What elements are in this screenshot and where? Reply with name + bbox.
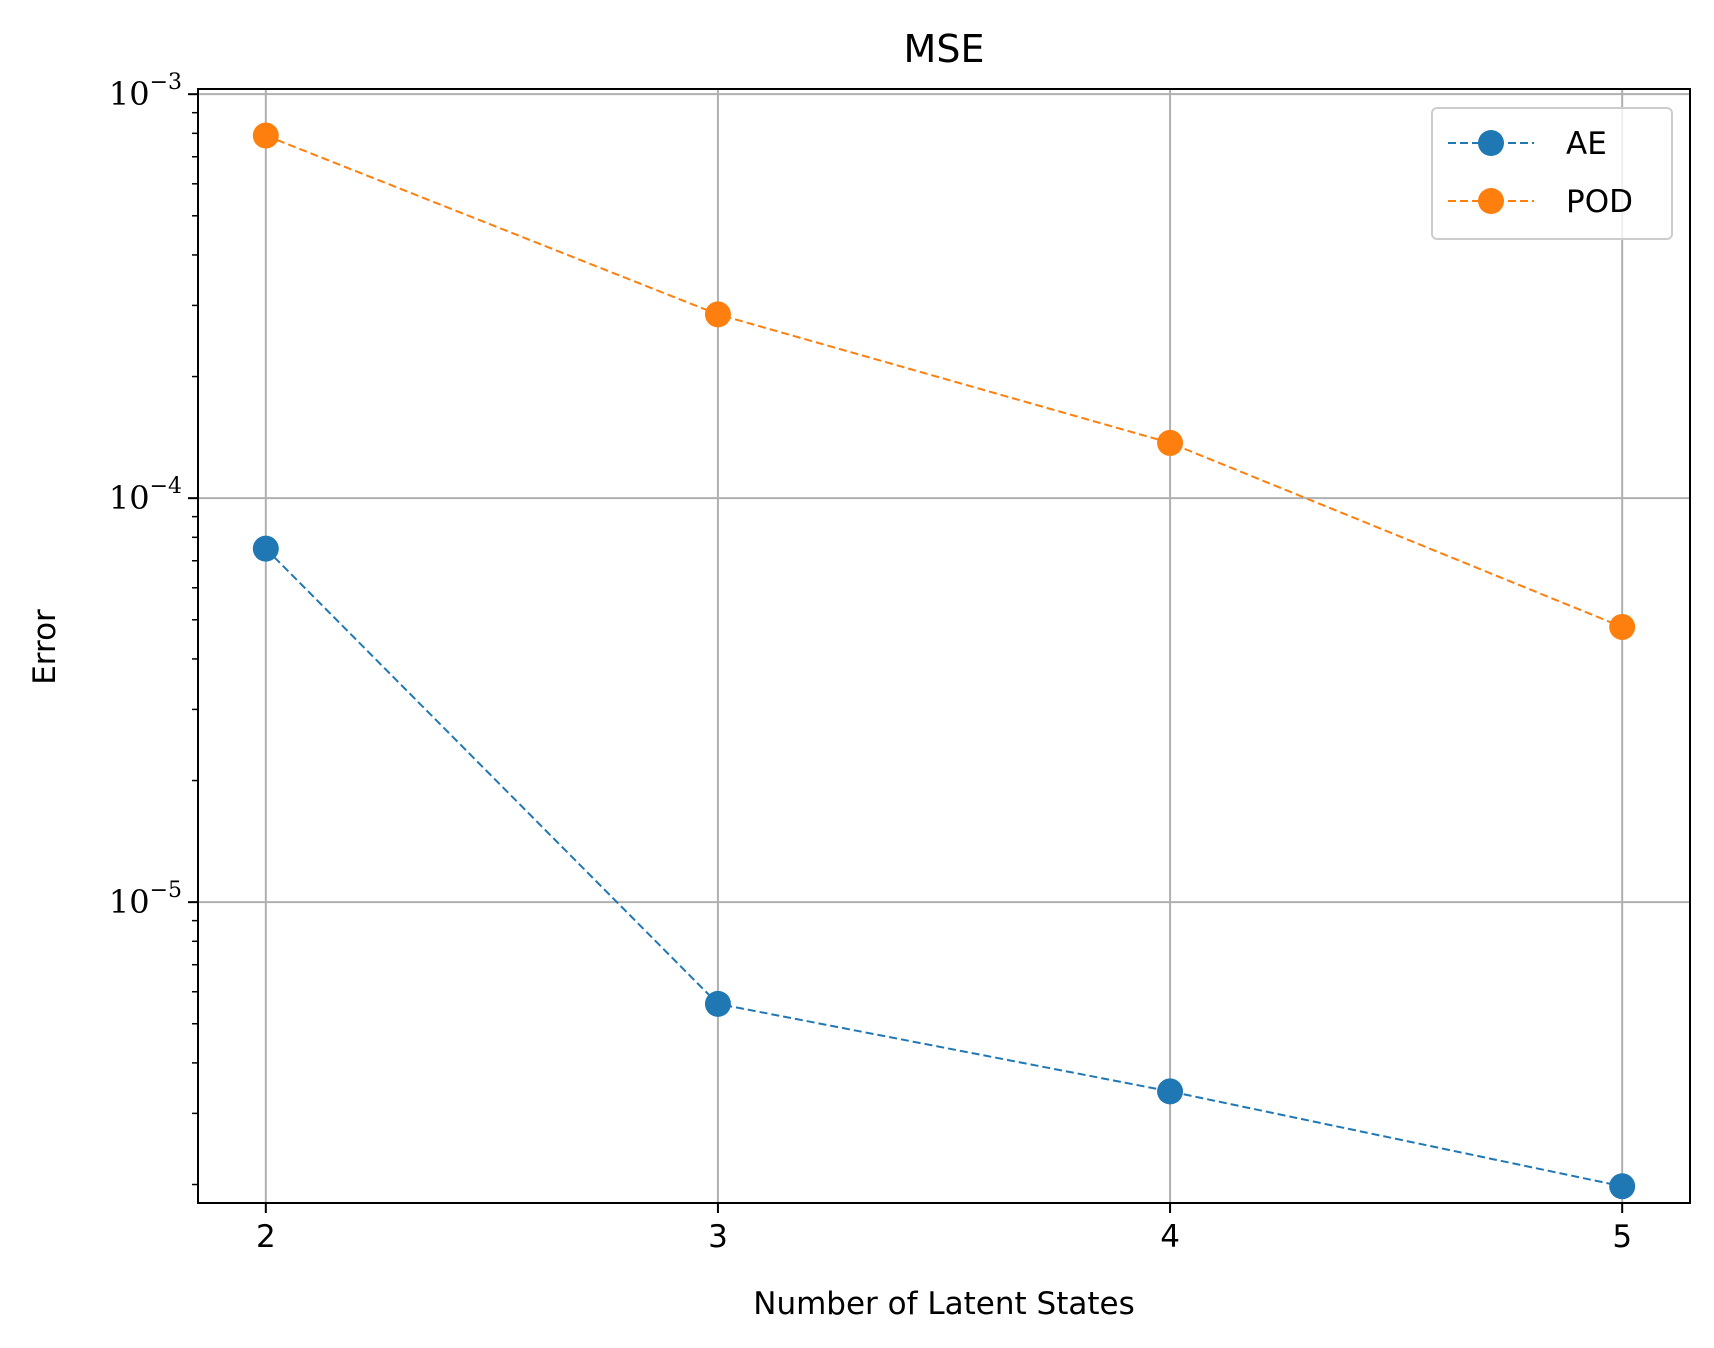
x-axis-label: Number of Latent States — [753, 1286, 1134, 1322]
data-point-pod — [704, 301, 731, 328]
series-ae — [252, 535, 1636, 1200]
series-layer — [252, 122, 1636, 1200]
grid-lines — [198, 89, 1690, 1203]
series-line-pod — [265, 134, 1623, 628]
y-axis-label: Error — [27, 609, 63, 685]
series-pod — [252, 122, 1636, 640]
x-tick-label: 5 — [1612, 1219, 1632, 1255]
data-point-pod — [1157, 429, 1184, 456]
legend-label-pod: POD — [1566, 184, 1633, 220]
data-point-ae — [1157, 1078, 1184, 1105]
chart-title: MSE — [904, 27, 985, 71]
legend-marker-pod — [1478, 188, 1504, 214]
y-tick-label: 10−5 — [109, 878, 182, 921]
x-tick-label: 2 — [256, 1219, 276, 1255]
data-point-ae — [704, 990, 731, 1017]
data-point-pod — [252, 122, 279, 149]
legend: AE POD — [1431, 107, 1673, 240]
data-point-ae — [1609, 1173, 1636, 1200]
x-axis-ticks: 2 3 4 5 — [256, 1203, 1632, 1255]
legend-box — [1431, 107, 1673, 240]
legend-label-ae: AE — [1566, 126, 1607, 162]
x-tick-label: 4 — [1160, 1219, 1180, 1255]
axes-frame — [197, 88, 1691, 1204]
y-axis-ticks: 10−3 10−4 10−5 — [109, 70, 198, 921]
y-tick-label: 10−3 — [109, 70, 182, 113]
y-tick-label: 10−4 — [109, 474, 182, 517]
data-point-pod — [1609, 613, 1636, 640]
legend-marker-ae — [1478, 130, 1504, 156]
data-point-ae — [252, 535, 279, 562]
x-tick-label: 3 — [708, 1219, 728, 1255]
series-line-ae — [265, 547, 1623, 1188]
